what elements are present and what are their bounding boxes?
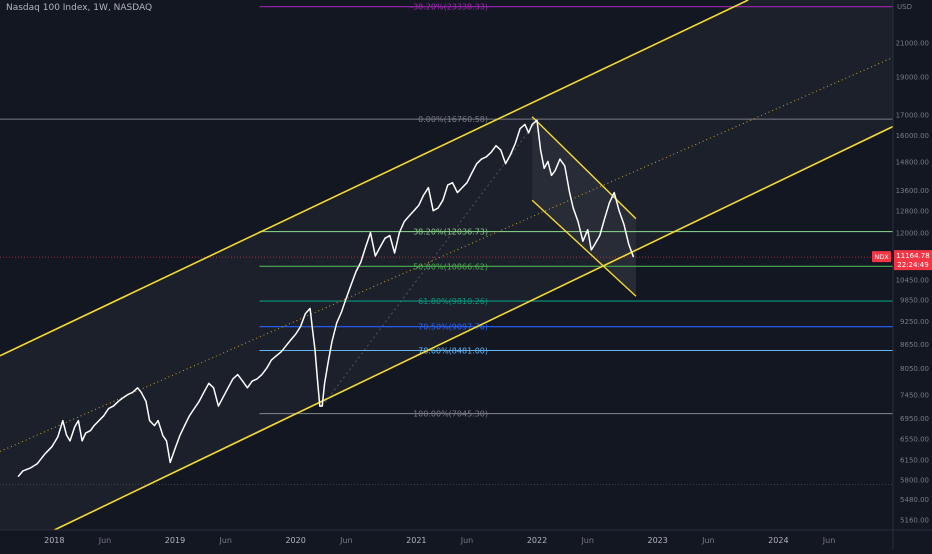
x-tick-label: Jun [460, 536, 474, 545]
y-tick-label: 16000.00 [896, 132, 929, 140]
x-tick-label: 2023 [648, 536, 668, 545]
chart-title: Nasdaq 100 Index, 1W, NASDAQ [6, 3, 152, 13]
y-tick-label: 5480.00 [900, 496, 929, 504]
y-tick-label: 12000.00 [896, 230, 929, 238]
y-tick-label: 8050.00 [900, 365, 929, 373]
y-tick-label: 5160.00 [900, 516, 929, 524]
fib-level-label: 61.80%(9810.26) [418, 297, 488, 306]
y-tick-label: 8650.00 [900, 341, 929, 349]
y-tick-label: 14800.00 [896, 158, 929, 166]
x-tick-label: 2021 [406, 536, 426, 545]
fib-level-label: 78.60%(8481.00) [418, 347, 488, 356]
fib-level-label: 100.00%(7045.30) [413, 410, 488, 419]
x-tick-label: Jun [218, 536, 232, 545]
channel-fill [0, 0, 893, 550]
x-tick-label: Jun [701, 536, 715, 545]
x-tick-label: 2019 [165, 536, 185, 545]
y-tick-label: 13600.00 [896, 187, 929, 195]
x-tick-label: Jun [822, 536, 836, 545]
fib-level-label: 38.20%(12036.73) [413, 228, 488, 237]
price-badge-value: 11164.78 [896, 252, 929, 260]
y-tick-label: 6150.00 [900, 457, 929, 465]
x-tick-label: Jun [339, 536, 353, 545]
y-tick-label: 9850.00 [900, 297, 929, 305]
y-tick-label: 19000.00 [896, 74, 929, 82]
y-tick-label: 5800.00 [900, 477, 929, 485]
channel-fill-layer [0, 0, 893, 550]
x-tick-label: Jun [580, 536, 594, 545]
y-tick-label: 7450.00 [900, 392, 929, 400]
y-tick-label: 12800.00 [896, 208, 929, 216]
y-tick-label: 6950.00 [900, 415, 929, 423]
fib-level-label: 0.00%(16760.58) [418, 115, 488, 124]
x-tick-label: 2024 [768, 536, 788, 545]
x-tick-label: 2022 [527, 536, 547, 545]
x-tick-label: 2018 [44, 536, 64, 545]
price-axis-bg [893, 0, 932, 550]
y-tick-label: 10450.00 [896, 277, 929, 285]
x-tick-label: Jun [98, 536, 112, 545]
y-tick-label: 9250.00 [900, 318, 929, 326]
currency-label: USD [897, 3, 912, 11]
x-tick-label: 2020 [285, 536, 305, 545]
y-tick-label: 6550.00 [900, 435, 929, 443]
price-badge-countdown: 22:24:49 [897, 261, 928, 269]
y-tick-label: 21000.00 [896, 40, 929, 48]
symbol-badge-label: NDX [874, 253, 889, 261]
fib-level-label: -38.20%(23338.33) [410, 3, 488, 12]
y-tick-label: 17000.00 [896, 111, 929, 119]
